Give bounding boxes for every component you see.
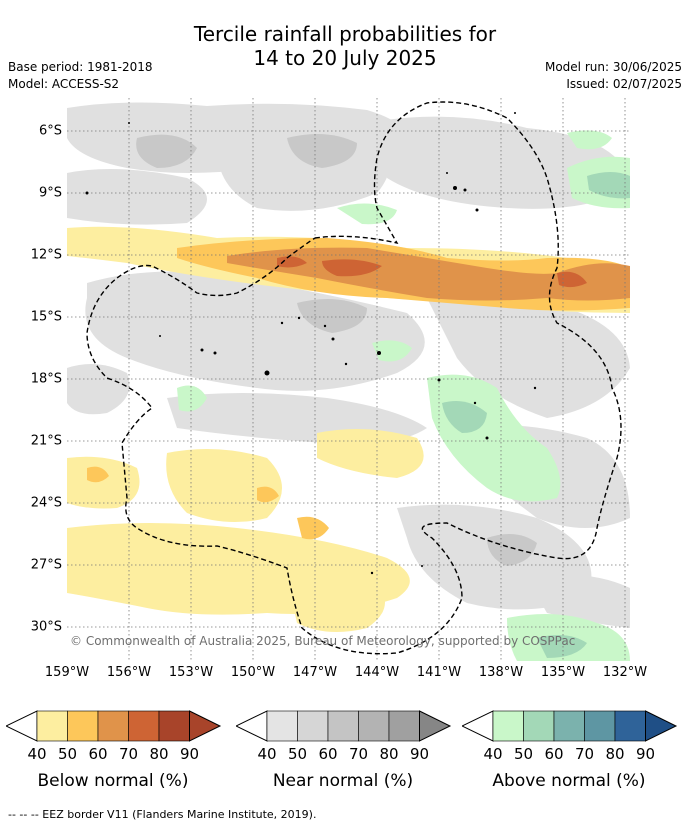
- eez-legend-note: -- -- -- EEZ border V11 (Flanders Marine…: [8, 808, 317, 821]
- graticule: [67, 98, 630, 661]
- lat-label: 27°S: [30, 557, 62, 573]
- near-normal-darker: [136, 134, 537, 566]
- colorbar-near-label: Near normal (%): [272, 771, 414, 791]
- lon-label: 156°W: [106, 665, 152, 680]
- colorbar-below-tick: 40: [27, 745, 47, 763]
- colorbar-above-tick: 80: [605, 745, 625, 763]
- probability-map: [67, 98, 630, 661]
- eez-border: [86, 101, 622, 655]
- colorbar-near-tick: 90: [409, 745, 430, 763]
- copyright-notice: © Commonwealth of Australia 2025, Bureau…: [70, 634, 576, 648]
- colorbar-near-tick: 60: [318, 745, 338, 763]
- meta-left: Base period: 1981-2018 Model: ACCESS-S2: [8, 59, 153, 93]
- base-period: Base period: 1981-2018: [8, 60, 153, 74]
- colorbar-near-svg: [236, 710, 452, 742]
- lon-label: 135°W: [540, 665, 586, 680]
- colorbar-below-tick: 80: [149, 745, 169, 763]
- lat-label: 18°S: [30, 371, 62, 387]
- colorbar-near-tick: 40: [257, 745, 277, 763]
- lon-label: 141°W: [416, 665, 462, 680]
- colorbar-above-tick: 70: [574, 745, 595, 763]
- islands: [85, 112, 537, 575]
- colorbar-above-tick: 50: [513, 745, 534, 763]
- lat-label: 6°S: [38, 123, 62, 139]
- lat-label: 30°S: [30, 619, 62, 635]
- map-svg: [67, 98, 630, 661]
- lat-label: 15°S: [30, 309, 62, 325]
- lat-label: 12°S: [30, 247, 62, 263]
- colorbar-above-tick: 40: [483, 745, 503, 763]
- lat-label: 9°S: [38, 185, 62, 201]
- lon-label: 147°W: [292, 665, 338, 680]
- title-line-1: Tercile rainfall probabilities for: [193, 22, 497, 46]
- colorbar-below-label: Below normal (%): [37, 771, 189, 791]
- issued-date: Issued: 02/07/2025: [566, 77, 682, 91]
- colorbar-above-tick: 60: [544, 745, 564, 763]
- lon-label: 138°W: [478, 665, 524, 680]
- colorbar-near-tick: 50: [287, 745, 308, 763]
- lon-label: 150°W: [230, 665, 276, 680]
- colorbar-above: [462, 710, 678, 742]
- colorbar-near-tick: 80: [379, 745, 399, 763]
- map-title: Tercile rainfall probabilities for 14 to…: [0, 22, 690, 70]
- colorbar-near: [236, 710, 452, 742]
- colorbar-above-label: Above normal (%): [492, 771, 646, 791]
- colorbar-below-svg: [6, 710, 222, 742]
- model-run: Model run: 30/06/2025: [544, 60, 682, 74]
- colorbar-near-tick: 70: [348, 745, 369, 763]
- colorbar-below-tick: 60: [88, 745, 108, 763]
- colorbar-above-svg: [462, 710, 678, 742]
- colorbar-below-tick: 90: [179, 745, 200, 763]
- title-line-2: 14 to 20 July 2025: [253, 46, 437, 70]
- above-normal-areas: [177, 130, 630, 661]
- lon-label: 153°W: [168, 665, 214, 680]
- lon-label: 132°W: [602, 665, 648, 680]
- colorbar-above-tick: 90: [635, 745, 656, 763]
- lat-label: 24°S: [30, 495, 62, 511]
- meta-right: Model run: 30/06/2025 Issued: 02/07/2025: [545, 59, 682, 93]
- model-name: Model: ACCESS-S2: [8, 77, 120, 91]
- colorbar-below-tick: 70: [118, 745, 139, 763]
- colorbar-below-tick: 50: [57, 745, 78, 763]
- lon-label: 159°W: [44, 665, 90, 680]
- lat-label: 21°S: [30, 433, 62, 449]
- colorbar-below: [6, 710, 222, 742]
- lon-label: 144°W: [354, 665, 400, 680]
